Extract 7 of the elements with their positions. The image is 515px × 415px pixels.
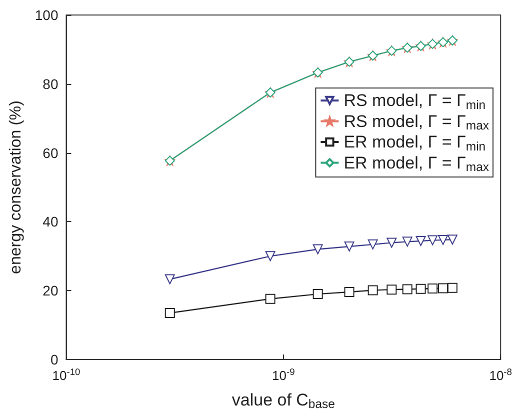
y-tick-label: 40 [42,214,58,230]
y-tick-label: 80 [42,76,58,92]
y-tick-label: 20 [42,282,58,299]
y-axis-title: energy conservation (%) [8,100,24,274]
y-tick-label: 60 [42,144,58,161]
y-tick-label: 100 [34,7,58,23]
y-tick-label: 0 [50,352,58,368]
